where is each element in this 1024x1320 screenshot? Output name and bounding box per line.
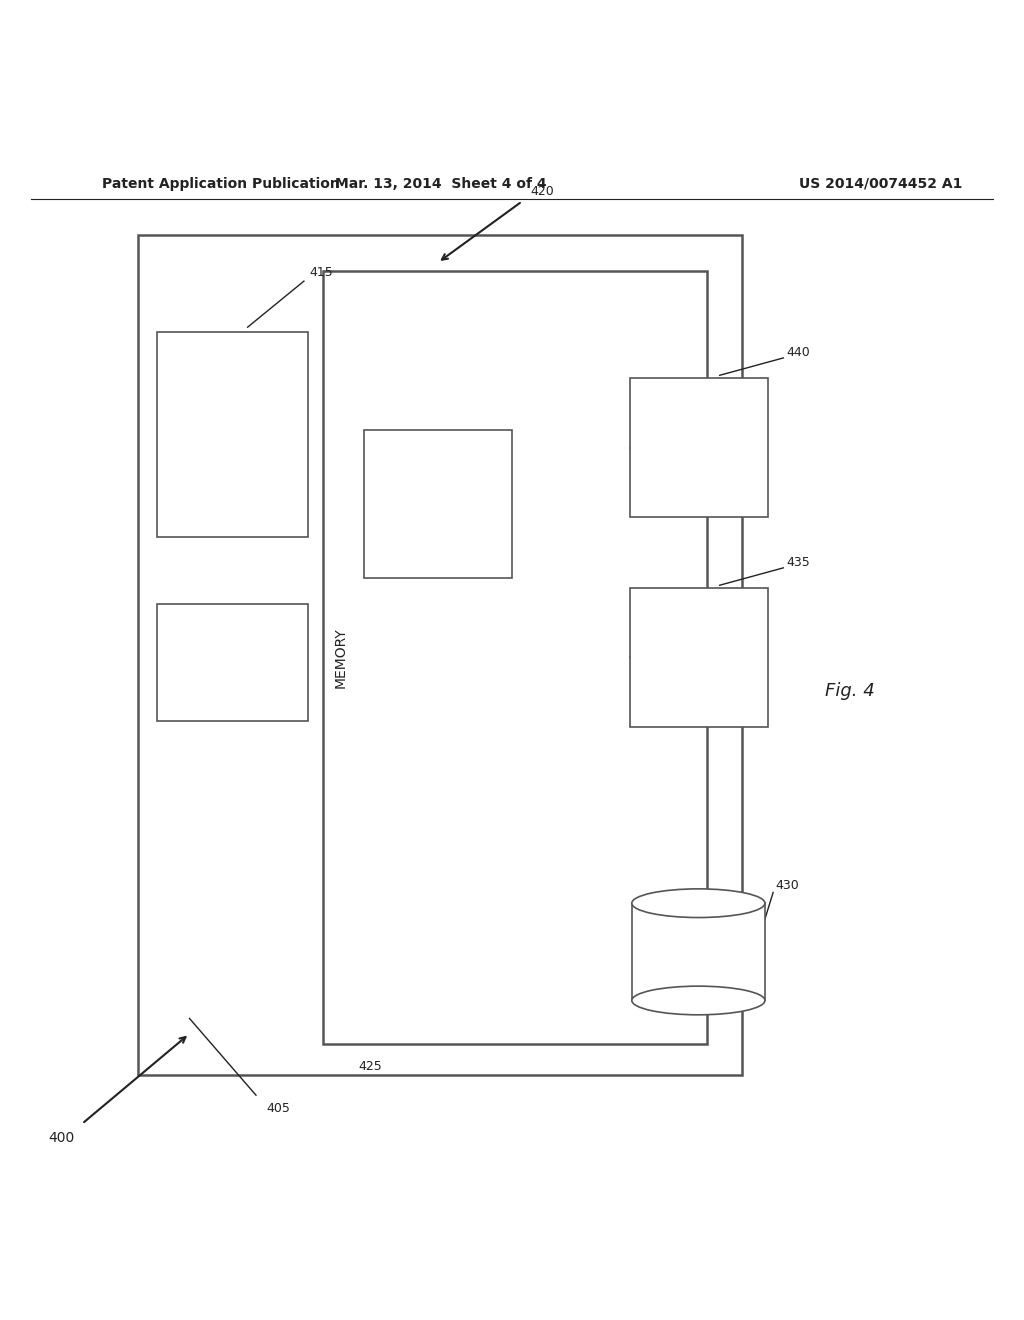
Bar bbox=[364, 429, 512, 578]
Text: OUTPUT: OUTPUT bbox=[674, 425, 724, 438]
Bar bbox=[632, 903, 765, 1001]
Text: INPUT: INPUT bbox=[680, 636, 718, 648]
Text: 400: 400 bbox=[48, 1131, 75, 1146]
Text: CODE: CODE bbox=[420, 512, 456, 525]
Text: CONTROLLER: CONTROLLER bbox=[189, 656, 275, 669]
Text: 415: 415 bbox=[309, 267, 333, 280]
Text: STORAGE: STORAGE bbox=[669, 940, 728, 953]
Bar bbox=[157, 333, 308, 537]
Text: Patent Application Publication: Patent Application Publication bbox=[102, 177, 340, 191]
Text: 430: 430 bbox=[775, 879, 799, 892]
Text: OPERATING: OPERATING bbox=[197, 413, 268, 426]
Text: US 2014/0074452 A1: US 2014/0074452 A1 bbox=[799, 177, 963, 191]
Bar bbox=[157, 603, 308, 722]
Text: 425: 425 bbox=[358, 1060, 382, 1073]
Text: Mar. 13, 2014  Sheet 4 of 4: Mar. 13, 2014 Sheet 4 of 4 bbox=[335, 177, 546, 191]
Text: DEVICES: DEVICES bbox=[672, 667, 726, 680]
Bar bbox=[138, 235, 742, 1074]
Bar bbox=[323, 271, 707, 1044]
Text: SYSTEM: SYSTEM bbox=[208, 444, 257, 457]
Bar bbox=[630, 589, 768, 726]
Bar bbox=[630, 379, 768, 516]
Text: 420: 420 bbox=[530, 185, 554, 198]
Ellipse shape bbox=[632, 986, 765, 1015]
Ellipse shape bbox=[632, 888, 765, 917]
Text: EXECUTABLE: EXECUTABLE bbox=[397, 482, 478, 495]
Text: 435: 435 bbox=[786, 556, 810, 569]
Text: Fig. 4: Fig. 4 bbox=[825, 681, 874, 700]
Text: 440: 440 bbox=[786, 346, 810, 359]
Text: 405: 405 bbox=[266, 1102, 290, 1115]
Text: MEMORY: MEMORY bbox=[334, 627, 348, 688]
Text: DEVICES: DEVICES bbox=[672, 457, 726, 470]
